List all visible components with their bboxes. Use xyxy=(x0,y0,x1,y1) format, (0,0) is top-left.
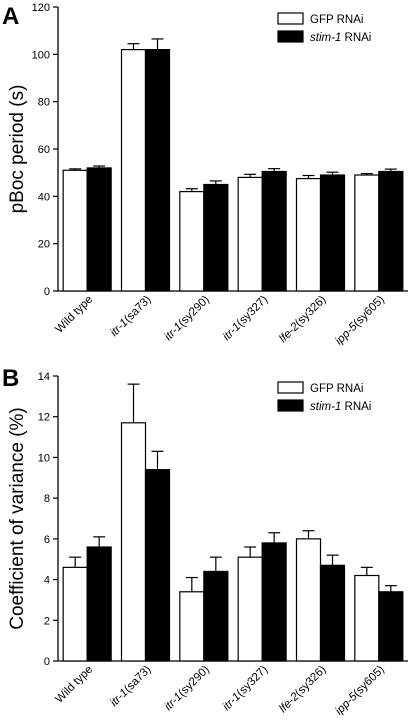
legend-swatch xyxy=(277,399,304,412)
bar xyxy=(319,564,346,662)
y-axis-label: Coefficient of variance (%) xyxy=(7,407,28,629)
category-label-text: Wild type xyxy=(53,294,95,336)
legend-label-text: GFP RNAi xyxy=(310,383,363,395)
bar xyxy=(203,570,229,662)
y-tick-label: 80 xyxy=(38,97,50,109)
x-category-label: itr-1(sy327) xyxy=(221,294,271,344)
x-category-label: ipp-5(sy605) xyxy=(333,664,387,718)
bar xyxy=(144,48,171,292)
y-tick-label: 6 xyxy=(44,534,50,546)
bar xyxy=(237,556,263,662)
y-tick-label: 14 xyxy=(38,371,50,383)
bar xyxy=(203,183,229,292)
category-label-text: (sy605) xyxy=(351,664,387,700)
x-category-label: itr-1(sy290) xyxy=(162,294,212,344)
legend-label-text: RNAi xyxy=(341,401,371,413)
y-tick-label: 40 xyxy=(38,191,50,203)
bar xyxy=(86,167,112,292)
bar xyxy=(295,177,322,292)
legend-label-italic: stim-1 xyxy=(310,401,341,413)
y-tick-label: 8 xyxy=(44,493,50,505)
y-tick-label: 12 xyxy=(38,412,50,424)
x-category-label: itr-1(sy327) xyxy=(221,664,271,714)
bar xyxy=(319,174,346,292)
y-tick-label: 60 xyxy=(38,144,50,156)
category-label-text: (sy326) xyxy=(293,294,329,330)
legend-label: stim-1 RNAi xyxy=(310,401,371,413)
category-label-text: (sy290) xyxy=(176,664,212,700)
bar xyxy=(86,546,112,662)
x-category-label: itr-1(sa73) xyxy=(108,664,154,710)
y-tick-label: 120 xyxy=(32,2,50,14)
category-label-text: (sy326) xyxy=(293,664,329,700)
legend-label: GFP RNAi xyxy=(310,14,363,26)
bar xyxy=(354,174,380,292)
y-tick-label: 100 xyxy=(32,49,50,61)
y-tick-label: 10 xyxy=(38,452,50,464)
y-tick-label: 0 xyxy=(44,286,50,298)
chart-panel-b: B Coefficient of variance (%) 0 2 4 6 8 10 12 14 W… xyxy=(2,365,408,717)
y-tick-label: 4 xyxy=(44,575,50,587)
x-category-label: Wild type xyxy=(53,294,95,336)
legend-label: GFP RNAi xyxy=(310,383,363,395)
y-tick-label: 0 xyxy=(44,656,50,668)
legend-swatch xyxy=(277,30,304,43)
x-category-label: itr-1(sa73) xyxy=(108,294,154,340)
bar xyxy=(120,422,147,662)
panel-label: B xyxy=(2,365,19,392)
x-category-label: lfe-2(sy326) xyxy=(277,664,329,716)
legend-label-italic: stim-1 xyxy=(310,32,341,44)
bar xyxy=(120,48,147,292)
legend-swatch xyxy=(277,12,304,25)
x-category-label: ipp-5(sy605) xyxy=(333,294,387,348)
category-label-text: (sa73) xyxy=(122,664,154,696)
x-category-label: Wild type xyxy=(53,664,95,706)
bar xyxy=(378,170,404,292)
legend-label: stim-1 RNAi xyxy=(310,32,371,44)
bar xyxy=(62,169,88,292)
bar xyxy=(179,591,205,662)
bar xyxy=(179,191,205,292)
x-category-label: itr-1(sy290) xyxy=(162,664,212,714)
legend-label-text: GFP RNAi xyxy=(310,14,363,26)
bar xyxy=(62,566,88,662)
category-label-text: Wild type xyxy=(53,664,95,706)
bar xyxy=(237,176,263,292)
y-tick-label: 20 xyxy=(38,239,50,251)
category-label-text: (sy327) xyxy=(235,294,271,330)
legend-swatch xyxy=(277,381,304,394)
bar xyxy=(144,469,171,662)
legend-label-text: RNAi xyxy=(341,32,371,44)
category-label-text: (sa73) xyxy=(122,294,154,326)
category-label-text: (sy327) xyxy=(235,664,271,700)
y-tick-label: 2 xyxy=(44,615,50,627)
bar xyxy=(261,170,287,292)
x-category-label: lfe-2(sy326) xyxy=(277,294,329,346)
bar xyxy=(295,538,322,662)
category-label-text: (sy290) xyxy=(176,294,212,330)
bar xyxy=(354,574,380,662)
y-axis-label: pBoc period (s) xyxy=(7,85,28,214)
panel-label: A xyxy=(2,3,19,30)
bar xyxy=(378,591,404,662)
category-label-text: (sy605) xyxy=(351,294,387,330)
bar xyxy=(261,542,287,662)
